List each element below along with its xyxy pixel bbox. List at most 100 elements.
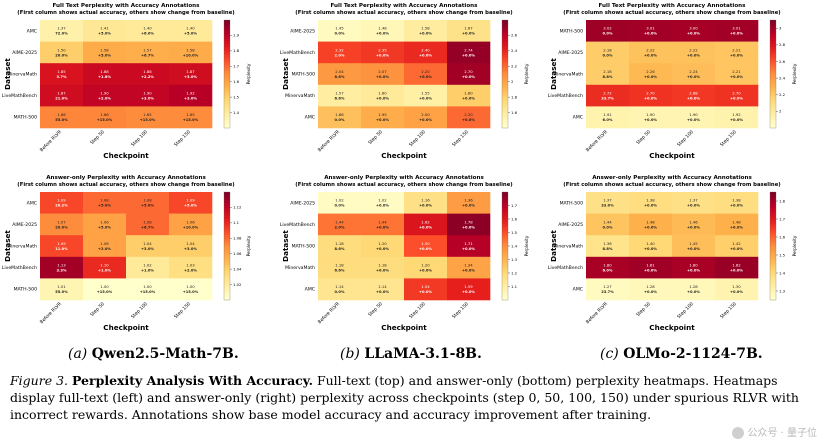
cell-accuracy-label: 21.0%	[55, 96, 68, 100]
heatmap-cell	[361, 106, 405, 129]
colorbar-frame	[501, 19, 509, 129]
row-tick-label: AIME-2025	[12, 50, 37, 56]
colorbar-segment	[502, 248, 508, 252]
heatmap-cell	[672, 278, 716, 301]
colorbar-segment	[502, 25, 508, 29]
heatmap-cell	[361, 41, 405, 64]
heatmap-grid: Full Text Perplexity with Accuracy Annot…	[2, 3, 797, 332]
colorbar-segment	[770, 235, 776, 239]
colorbar-label: Perplexity	[246, 63, 251, 84]
cell-value-label: 1.37	[57, 26, 66, 31]
colorbar-segment	[224, 82, 230, 86]
cell-accuracy-label: +15.0%	[140, 290, 156, 294]
row-tick-label: LiveMathBench	[2, 93, 37, 99]
heatmap-title: Full Text Perplexity with Accuracy Annot…	[331, 3, 479, 9]
colorbar-segment	[502, 22, 508, 26]
cell-accuracy-label: 20.0%	[55, 53, 68, 57]
colorbar-segment	[502, 82, 508, 86]
cell-value-label: 2.70	[732, 91, 741, 96]
heatmap-cell	[126, 20, 170, 42]
cell-value-label: 1.18	[335, 241, 344, 246]
cell-value-label: 1.85	[57, 69, 66, 74]
cell-accuracy-label: +0.0%	[644, 75, 657, 79]
colorbar-tick-label: 2	[511, 79, 514, 84]
cell-accuracy-label: +0.0%	[462, 53, 475, 57]
colorbar-segment	[770, 270, 776, 274]
colorbar-segment	[502, 20, 508, 24]
cell-value-label: 1.08	[143, 198, 152, 203]
colorbar-segment	[770, 125, 776, 129]
colorbar-segment	[224, 283, 230, 287]
colorbar-segment	[502, 38, 508, 42]
heatmap-cell	[672, 106, 716, 129]
cell-accuracy-label: 11.0%	[55, 247, 68, 251]
cell-value-label: 3.02	[603, 26, 612, 31]
colorbar-tick-label: 2.6	[779, 59, 786, 64]
column-tick-label: Step 100	[676, 129, 695, 148]
colorbar-segment	[224, 25, 230, 29]
cell-accuracy-label: +0.0%	[687, 96, 700, 100]
row-tick-label: AIME-2025	[558, 50, 583, 56]
heatmap-cell	[318, 106, 362, 129]
colorbar-segment	[770, 95, 776, 99]
cell-accuracy-label: +0.0%	[376, 204, 389, 208]
colorbar-segment	[224, 125, 230, 129]
colorbar-segment	[224, 219, 230, 223]
cell-value-label: 1.57	[143, 47, 152, 52]
cell-value-label: 1.57	[335, 91, 344, 96]
cell-accuracy-label: 2.0%	[335, 53, 345, 57]
cell-value-label: 1.28	[689, 284, 698, 289]
column-tick-label: Step 100	[130, 129, 149, 148]
colorbar-segment	[770, 65, 776, 69]
cell-value-label: 1.48	[378, 26, 387, 31]
colorbar-segment	[502, 57, 508, 61]
colorbar-segment	[502, 106, 508, 110]
column-tick-label: Step 150	[451, 301, 470, 320]
heatmap-cell	[169, 278, 213, 301]
colorbar-segment	[770, 200, 776, 204]
colorbar-tick-label: 2.8	[779, 42, 786, 47]
colorbar-segment	[224, 224, 230, 228]
cell-value-label: 1.18	[335, 263, 344, 268]
colorbar-segment	[502, 275, 508, 279]
watermark-text: 公众号 · 量子位	[747, 428, 817, 439]
colorbar-tick-label: 1.7	[233, 64, 240, 69]
cell-value-label: 1.08	[100, 198, 109, 203]
cell-accuracy-label: +15.0%	[183, 118, 199, 122]
colorbar-segment	[770, 44, 776, 48]
colorbar-segment	[224, 208, 230, 212]
colorbar-segment	[502, 109, 508, 113]
heatmap-cell	[361, 20, 405, 42]
cell-accuracy-label: 0.0%	[335, 32, 345, 36]
cell-value-label: 1.06	[100, 241, 109, 246]
cell-value-label: 1.02	[335, 198, 344, 203]
colorbar-segment	[502, 297, 508, 301]
colorbar-segment	[224, 63, 230, 67]
cell-accuracy-label: 20.2%	[55, 204, 68, 208]
cell-value-label: 1.71	[464, 241, 473, 246]
cell-value-label: 2.20	[464, 112, 473, 117]
x-axis-label: Checkpoint	[381, 151, 427, 160]
colorbar-segment	[224, 251, 230, 255]
colorbar-segment	[502, 273, 508, 277]
cell-value-label: 1.06	[100, 219, 109, 224]
heatmap-cell	[404, 278, 448, 301]
subcaption-a-model: Qwen2.5-Math-7B.	[91, 346, 239, 362]
heatmap-title: Answer-only Perplexity with Accuracy Ann…	[46, 175, 206, 181]
heatmap-cell	[672, 213, 716, 236]
cell-value-label: 1.45	[689, 241, 698, 246]
colorbar-segment	[770, 259, 776, 263]
cell-accuracy-label: +0.0%	[687, 32, 700, 36]
heatmap-cell	[715, 63, 759, 86]
colorbar-segment	[770, 71, 776, 75]
subcaption-a-letter: (a)	[68, 346, 88, 362]
colorbar-segment	[502, 74, 508, 78]
colorbar-segment	[224, 90, 230, 94]
colorbar-segment	[502, 49, 508, 53]
cell-value-label: 1.65	[186, 112, 195, 117]
cell-accuracy-label: +0.0%	[687, 247, 700, 251]
colorbar-segment	[502, 246, 508, 250]
subcaption-b: (b) LLaMA-3.1-8B.	[340, 346, 482, 362]
colorbar-segment	[502, 122, 508, 126]
colorbar-label: Perplexity	[524, 235, 529, 256]
